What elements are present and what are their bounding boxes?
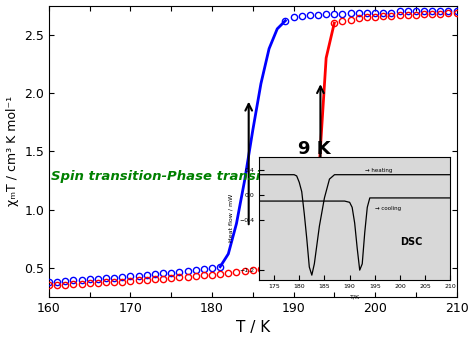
Text: Spin transition-Phase transition: Spin transition-Phase transition xyxy=(51,170,290,183)
Y-axis label: χₘT / cm³ K mol⁻¹: χₘT / cm³ K mol⁻¹ xyxy=(6,96,18,206)
Text: 9 K: 9 K xyxy=(298,140,330,158)
X-axis label: T / K: T / K xyxy=(236,321,270,336)
